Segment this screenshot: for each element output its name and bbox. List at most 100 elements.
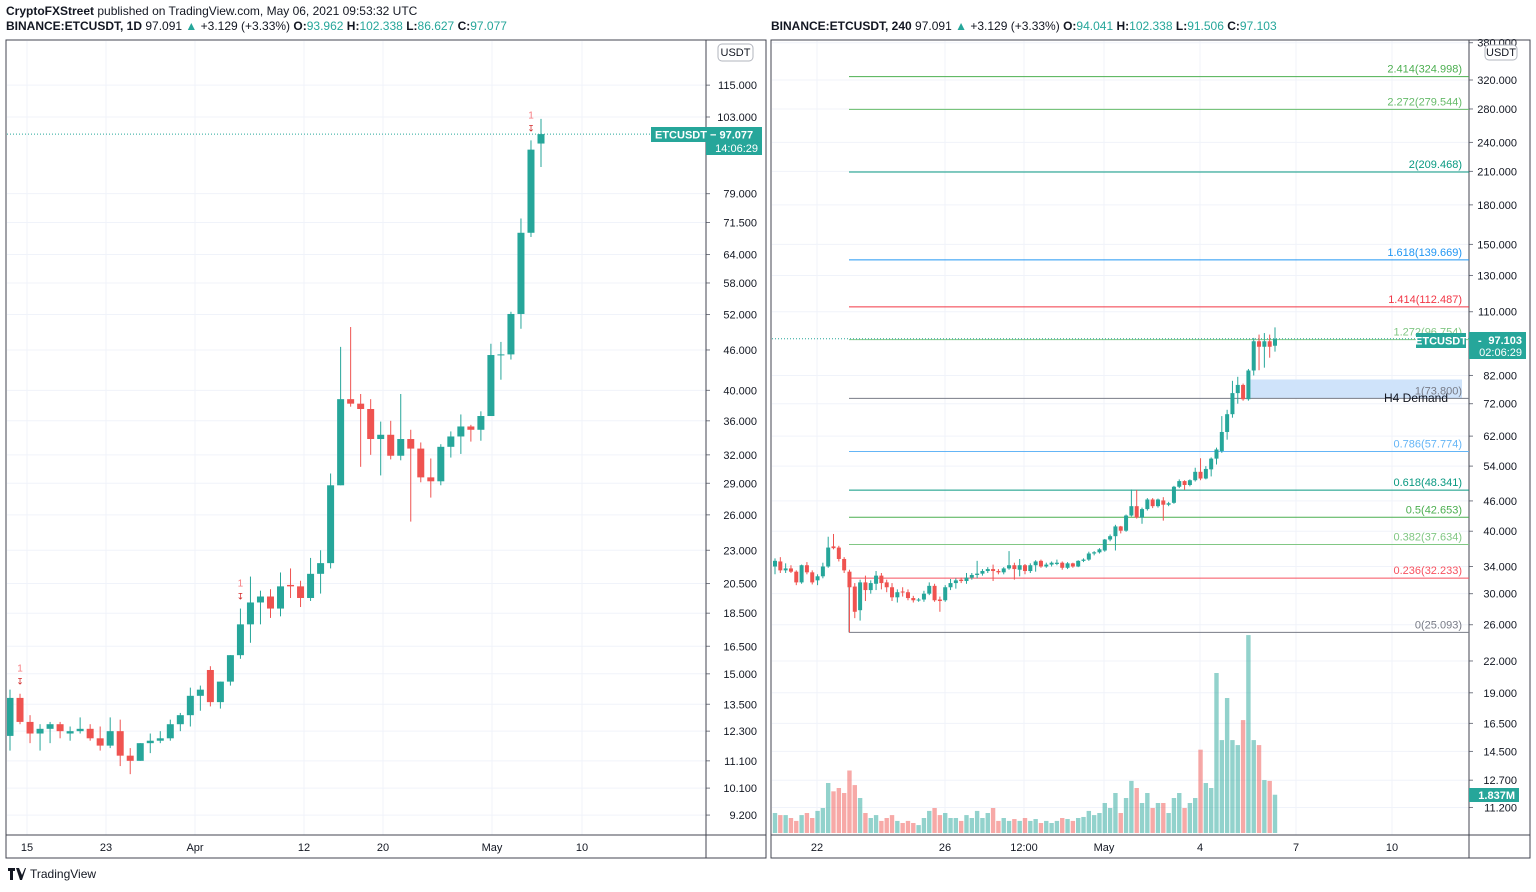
x-tick-label: 23 (100, 842, 112, 854)
volume-bar (836, 788, 842, 833)
high-value: 102.338 (359, 19, 403, 33)
volume-bar (884, 818, 889, 833)
volume-bar (911, 823, 916, 833)
volume-bar (1086, 810, 1092, 833)
volume-bar (1134, 788, 1139, 833)
fib-level-label: 0.786(57.774) (1394, 438, 1463, 450)
y-tick-label: 280.000 (1477, 104, 1517, 116)
currency-label-box[interactable] (717, 43, 754, 62)
up-triangle-icon: ▲ (185, 19, 198, 33)
currency-label-box[interactable] (1484, 44, 1518, 61)
volume-bar (873, 815, 879, 833)
candle-body (969, 574, 974, 578)
y-tick-label: 71.500 (723, 217, 757, 229)
candle-body (852, 586, 857, 612)
left-chart-pane[interactable]: 115.000103.00079.00071.50064.00058.00052… (5, 39, 767, 859)
y-tick-label: 11.100 (724, 756, 757, 768)
close-value: 97.077 (470, 19, 507, 33)
open-label: O: (293, 19, 307, 33)
candle-body (66, 731, 74, 734)
volume-bar (794, 820, 799, 833)
candle-body (36, 728, 44, 734)
y-tick-label: 110.000 (1478, 307, 1517, 319)
right-symbol[interactable]: BINANCE:ETCUSDT, 240 (771, 19, 912, 33)
fib-level-label: 2(209.468) (1409, 159, 1462, 171)
candle-body (1171, 486, 1176, 503)
volume-bar (964, 815, 969, 833)
candle-body (407, 439, 415, 449)
candle-body (266, 596, 274, 609)
candle-body (317, 563, 325, 574)
volume-bar (1028, 820, 1033, 833)
candle-body (905, 592, 910, 599)
volume-bar (1193, 798, 1198, 833)
volume-bar (863, 813, 868, 833)
volume-badge-text: 1.837M (1478, 790, 1515, 802)
fib-level-label: 0.618(48.341) (1394, 477, 1463, 489)
candle-body (900, 591, 905, 593)
x-tick-label: 12 (298, 842, 310, 854)
y-tick-label: 16.500 (1483, 718, 1517, 730)
x-tick-label: 26 (939, 842, 951, 854)
price-badge (651, 127, 762, 142)
candle-body (497, 354, 505, 356)
volume-bar (804, 813, 810, 833)
candle-body (1273, 338, 1277, 346)
y-tick-label: 12.700 (1483, 775, 1517, 787)
volume-bar (1107, 808, 1113, 833)
candle-body (1049, 562, 1054, 565)
candle-body (1187, 480, 1192, 485)
y-tick-label: 13.500 (723, 699, 757, 711)
candle-body (836, 547, 841, 559)
candle-body (206, 669, 214, 703)
price-badge-text: - (1478, 335, 1482, 347)
y-tick-label: 26.000 (1483, 620, 1517, 632)
volume-bar (943, 813, 948, 833)
tradingview-footer: TradingView (8, 867, 96, 881)
up-triangle-icon: ▲ (955, 19, 967, 33)
y-tick-label: 58.000 (723, 278, 757, 290)
candle-body (16, 697, 24, 722)
x-tick-label: 4 (1197, 842, 1203, 854)
candle-body (783, 568, 788, 571)
volume-bar (1150, 808, 1155, 833)
left-symbol[interactable]: BINANCE:ETCUSDT, 1D (6, 19, 143, 33)
signal-arrow-icon: ↧ (16, 677, 24, 687)
fib-level-label: 2.272(279.544) (1387, 96, 1462, 108)
y-tick-label: 40.000 (723, 385, 757, 397)
volume-bar (1166, 813, 1171, 833)
countdown-text: 02:06:29 (1479, 347, 1522, 359)
y-tick-label: 30.000 (1483, 589, 1517, 601)
candle-body (842, 558, 847, 571)
currency-label: USDT (721, 47, 751, 59)
y-tick-label: 54.000 (1483, 461, 1517, 473)
candle-body (1203, 468, 1208, 479)
right-pane-border (770, 39, 1531, 859)
y-tick-label: 36.000 (723, 416, 757, 428)
h4-demand-zone[interactable] (1250, 379, 1462, 399)
candle-body (991, 569, 996, 572)
fib-level-label: 0(25.093) (1415, 619, 1462, 631)
candle-body (1145, 499, 1150, 510)
candle-body (1225, 414, 1230, 432)
volume-bar (1235, 745, 1240, 833)
y-tick-label: 32.000 (723, 450, 757, 462)
x-tick-label: 7 (1293, 842, 1299, 854)
low-value: 91.506 (1187, 19, 1224, 33)
y-tick-label: 26.000 (723, 510, 757, 522)
author-name[interactable]: CryptoFXStreet (6, 4, 95, 18)
candle-body (46, 724, 54, 729)
x-tick-label: May (482, 842, 503, 854)
candle-body (1097, 549, 1102, 553)
volume-bar (1123, 798, 1129, 833)
candle-body (916, 599, 921, 601)
volume-bar (1054, 820, 1060, 833)
y-tick-label: 103.000 (717, 112, 757, 124)
y-tick-label: 10.100 (723, 783, 757, 795)
volume-bar (778, 815, 783, 833)
y-tick-label: 18.500 (723, 608, 757, 620)
candle-body (427, 477, 435, 482)
right-chart-pane[interactable]: 380.000320.000280.000240.000210.000180.0… (770, 38, 1531, 859)
candle-body (1140, 509, 1145, 518)
